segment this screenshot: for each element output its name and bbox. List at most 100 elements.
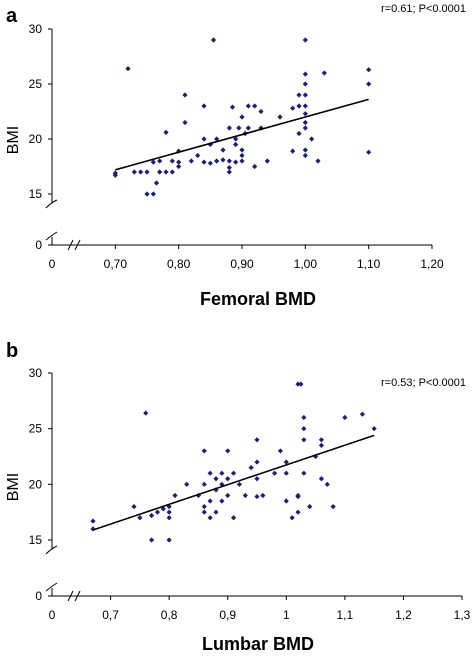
data-point <box>252 163 258 170</box>
trend-line <box>115 98 369 171</box>
panel-b-data-points <box>90 381 377 543</box>
data-point <box>233 141 239 148</box>
x-origin-label: 0 <box>49 608 56 622</box>
data-point <box>298 381 304 387</box>
data-point <box>163 129 169 135</box>
data-point <box>143 410 149 416</box>
data-point <box>236 125 242 131</box>
data-point <box>214 158 220 164</box>
data-point <box>295 492 301 499</box>
data-point <box>302 92 308 98</box>
data-point <box>359 411 366 417</box>
y-tick-label: 25 <box>29 422 43 436</box>
data-point <box>201 103 207 109</box>
data-point <box>90 518 96 524</box>
x-origin-label: 0 <box>49 257 56 271</box>
data-point <box>318 442 325 448</box>
data-point <box>342 414 348 421</box>
data-point <box>148 512 155 519</box>
x-tick-label: 0,80 <box>167 257 191 271</box>
data-point <box>242 492 248 499</box>
x-tick-label: 0,90 <box>230 257 254 271</box>
data-point <box>254 437 260 443</box>
data-point <box>169 169 175 175</box>
data-point <box>283 459 289 465</box>
data-point <box>176 163 182 170</box>
data-point <box>248 465 254 471</box>
data-point <box>271 470 278 476</box>
data-point <box>207 515 213 521</box>
data-point <box>245 103 251 109</box>
data-point <box>125 66 131 72</box>
data-point <box>138 169 144 175</box>
panel-a-axes <box>45 28 433 251</box>
data-point <box>254 459 260 465</box>
data-point <box>154 509 161 515</box>
data-point <box>195 152 201 159</box>
data-point <box>150 191 156 197</box>
panel-b-x-axis-title: Lumbar BMD <box>202 634 314 654</box>
panel-a-stats: r=0.61; P<0.0001 <box>381 3 466 15</box>
data-point <box>296 103 302 109</box>
x-tick-label: 0,9 <box>219 608 236 622</box>
panel-b-trend <box>92 434 375 531</box>
x-tick-label: 1,1 <box>337 608 354 622</box>
y-axis-break-top <box>45 199 58 209</box>
data-point <box>295 509 301 515</box>
x-axis-break-right <box>74 239 81 251</box>
data-point <box>324 481 330 487</box>
data-point <box>301 470 307 476</box>
data-point <box>302 119 308 126</box>
data-point <box>207 498 213 504</box>
panel-a-trend <box>115 98 369 171</box>
panel-a-x-axis-title: Femoral BMD <box>200 289 316 309</box>
panel-b-letter: b <box>6 340 18 362</box>
data-point <box>201 504 207 510</box>
data-point <box>302 147 308 153</box>
data-point <box>330 504 336 510</box>
panel-b-y-axis-title: BMI <box>5 473 22 501</box>
data-point <box>207 160 213 166</box>
data-point <box>239 147 245 153</box>
y-axis-break-bottom <box>45 582 58 592</box>
data-point <box>302 111 308 117</box>
data-point <box>226 158 232 164</box>
data-point <box>166 537 172 543</box>
x-tick-label: 1,10 <box>357 257 381 271</box>
data-point <box>226 125 232 131</box>
panel-b: b r=0.53; P<0.0001 BMI Lumbar BMD 15 20 25… <box>5 340 471 654</box>
data-point <box>264 158 270 164</box>
panel-a-data-points <box>112 37 372 197</box>
data-point <box>90 526 96 532</box>
data-point <box>309 136 315 142</box>
panel-b-axes <box>45 372 463 602</box>
data-point <box>318 437 325 443</box>
data-point <box>207 470 213 476</box>
data-point <box>233 159 239 165</box>
data-point <box>289 515 295 521</box>
y-zero-label: 0 <box>35 589 42 603</box>
data-point <box>163 169 169 175</box>
data-point <box>371 426 377 432</box>
panel-b-stats: r=0.53; P<0.0001 <box>381 377 466 389</box>
data-point <box>182 92 188 98</box>
data-point <box>201 136 207 142</box>
data-point <box>176 159 182 165</box>
x-tick-label: 1,00 <box>294 257 318 271</box>
x-axis-break-left <box>67 590 74 602</box>
data-point <box>366 149 372 155</box>
data-point <box>290 148 296 154</box>
x-axis-break-right <box>74 590 81 602</box>
data-point <box>166 504 172 510</box>
data-point <box>201 159 207 165</box>
data-point <box>201 481 207 487</box>
data-point <box>157 158 163 164</box>
data-point <box>321 70 327 76</box>
data-point <box>112 170 118 176</box>
data-point <box>254 493 260 500</box>
data-point <box>131 169 137 175</box>
data-point <box>366 67 372 73</box>
data-point <box>245 125 251 131</box>
x-tick-label: 1 <box>283 608 290 622</box>
